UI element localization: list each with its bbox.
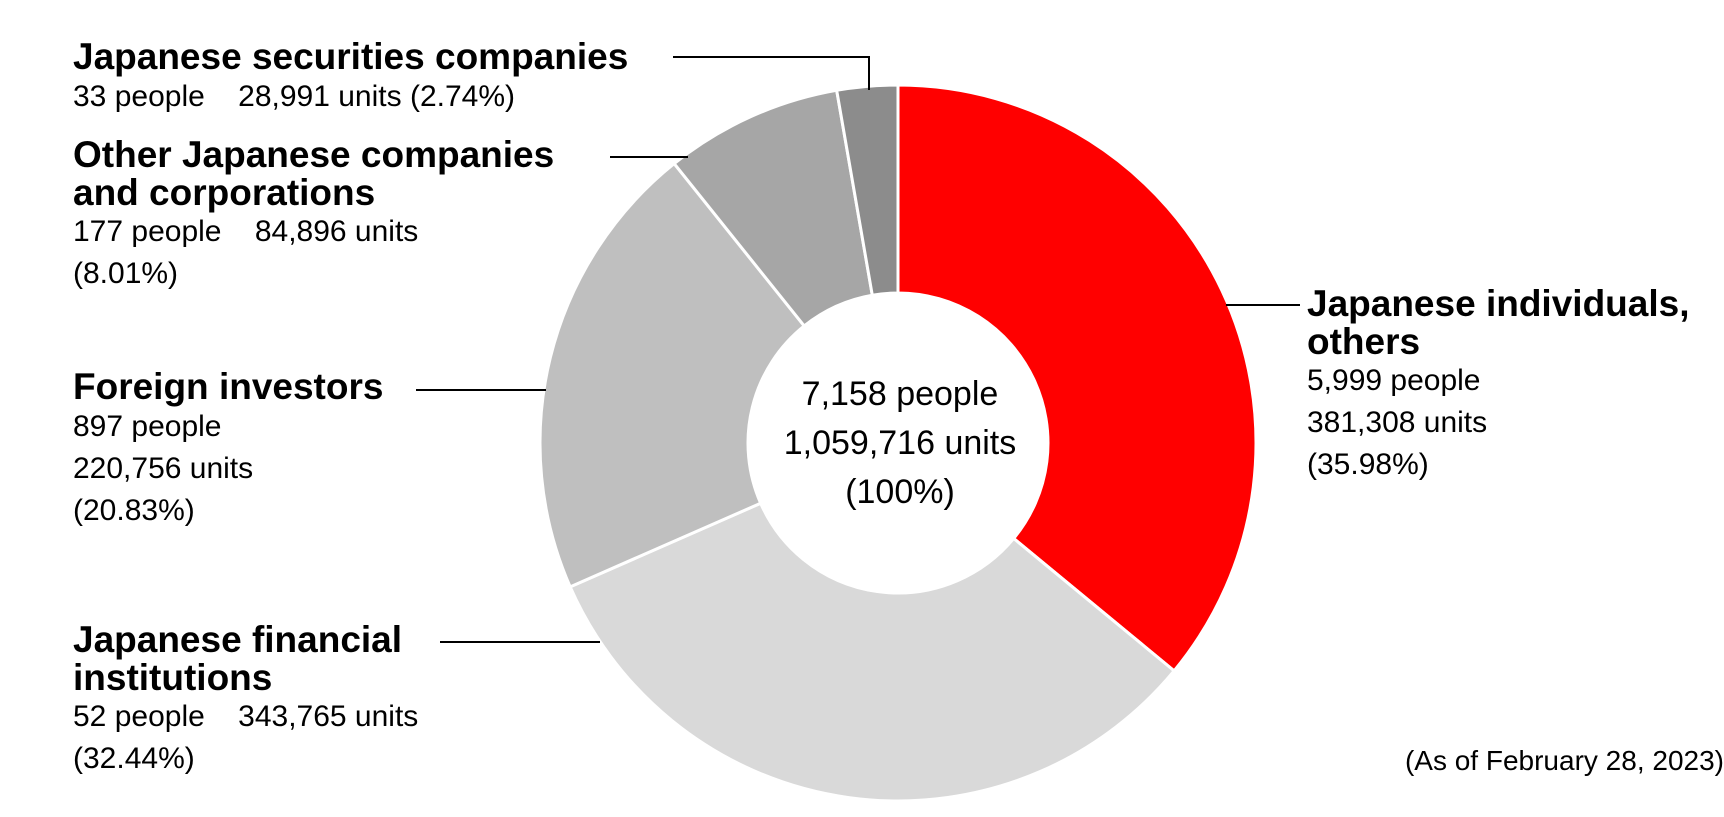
slice-percent: (8.01%) [73,257,179,291]
donut-slice-1 [568,501,1177,803]
slice-name: Japanese individuals, others [1307,283,1690,362]
slice-name: Japanese securities companies [73,36,629,77]
slice-name: Other Japanese companies and corporation… [73,134,555,213]
slice-meta: 5,999 people 381,308 units (35.98%) [1307,360,1722,486]
slice-meta: 52 people 343,765 units (32.44%) [73,696,443,780]
slice-percent: (35.98%) [1307,448,1429,482]
donut-slices [538,83,1258,803]
total-people: 7,158 people [801,375,999,413]
slice-units: 381,308 units [1307,406,1488,440]
slice-percent: (32.44%) [73,742,195,776]
label-foreign-investors: Foreign investors 897 people 220,756 uni… [73,368,383,532]
total-percent: (100%) [845,473,955,511]
label-japanese-individuals: Japanese individuals, others 5,999 peopl… [1307,285,1722,486]
slice-units: 84,896 units [254,215,419,249]
slice-percent: (20.83%) [73,493,195,527]
donut-slice-2 [538,161,807,589]
slice-meta: 897 people 220,756 units (20.83%) [73,406,383,532]
slice-people: 897 people [73,409,222,443]
slice-units: 220,756 units [73,451,254,485]
slice-percent: (2.74%) [409,79,515,113]
slice-people: 177 people [73,215,222,249]
slice-people: 5,999 people [1307,364,1481,398]
total-units: 1,059,716 units [783,424,1017,462]
donut-center-total: 7,158 people 1,059,716 units (100%) [750,370,1050,517]
slice-people: 33 people [73,79,205,113]
donut-slice-4 [834,83,900,297]
leader-line-securities [673,56,870,90]
slice-people: 52 people [73,700,205,734]
as-of-note: (As of February 28, 2023) [1404,745,1724,776]
slice-units: 28,991 units [238,79,402,113]
slice-units: 343,765 units [238,700,419,734]
slice-name: Foreign investors [73,366,384,407]
slice-meta: 177 people 84,896 units (8.01%) [73,211,613,295]
label-other-companies: Other Japanese companies and corporation… [73,136,613,295]
donut-slice-0 [896,83,1258,673]
leader-lines [416,56,1300,643]
label-financial-institutions: Japanese financial institutions 52 peopl… [73,621,443,780]
slice-name: Japanese financial institutions [73,619,403,698]
slice-meta: 33 people 28,991 units (2.74%) [73,76,628,118]
label-securities-companies: Japanese securities companies 33 people … [73,38,628,118]
